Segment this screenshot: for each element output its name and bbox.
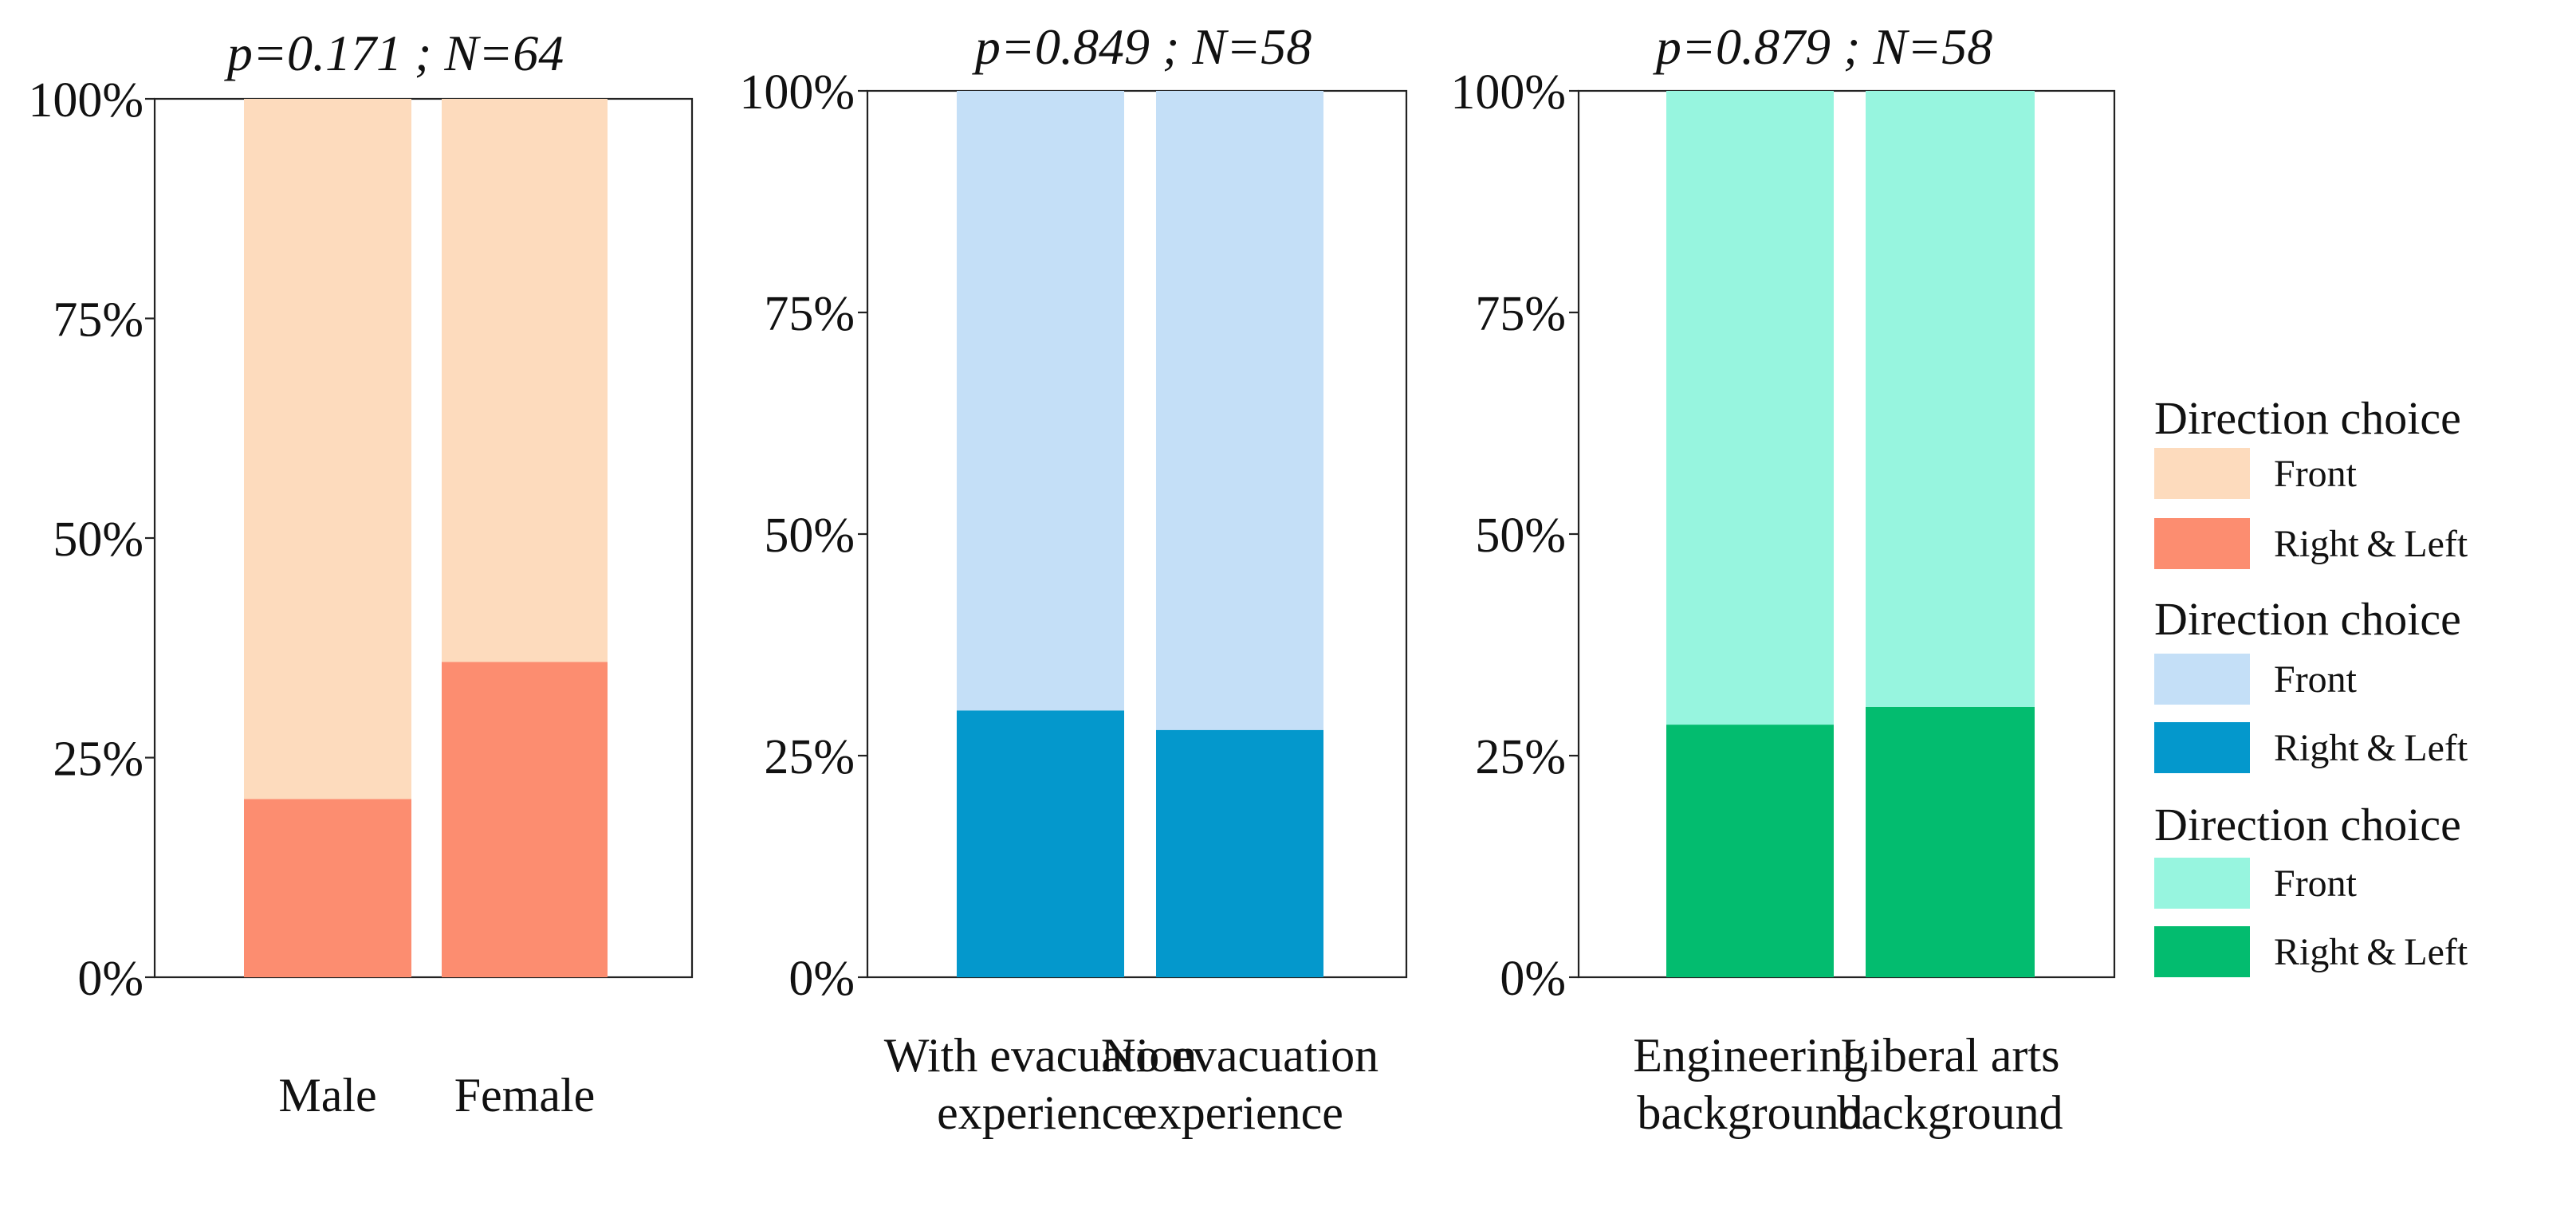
bar-segment-front-2 [1156, 91, 1323, 730]
legend-swatch [2154, 926, 2250, 977]
legend-title: Direction choice [2154, 593, 2461, 645]
bar-segment-right-left-2 [1866, 706, 2035, 977]
chart-title: p=0.171 ; N=64 [224, 25, 564, 81]
legend-swatch [2154, 654, 2250, 705]
y-tick-label: 25% [53, 733, 144, 787]
category-label: background [1837, 1086, 2063, 1139]
y-tick-label: 50% [1475, 509, 1566, 563]
chart-panel-3: 0% 25% 50% 75% 100% EngineeringbackgroundLibe… [1450, 18, 2116, 1139]
chart-title: p=0.879 ; N=58 [1653, 18, 1992, 75]
figure-content: 0% 25% 50% 75% 100% Male Female p=0.171 ; N=64 D… [28, 18, 2468, 1139]
plot-frame [866, 89, 1408, 979]
legend-3: Direction choice Front Right & Left [2154, 799, 2468, 977]
legend-label: Front [2274, 658, 2358, 701]
chart-panel-1: 0% 25% 50% 75% 100% Male Female p=0.171 ; N=64 [28, 25, 694, 1122]
legend-swatch [2154, 858, 2250, 909]
category-label: background [1637, 1086, 1862, 1139]
y-tick-label: 75% [1475, 287, 1566, 341]
y-tick-label: 50% [764, 509, 855, 563]
legend-label: Right & Left [2274, 931, 2468, 973]
legend-1: Direction choice Front Right & Left [2154, 392, 2468, 569]
y-tick-label: 100% [28, 73, 144, 128]
bar-segment-right-left-1 [244, 799, 411, 977]
plot-frame [153, 97, 694, 979]
y-tick-label: 50% [53, 513, 144, 567]
y-tick-label: 75% [53, 293, 144, 348]
bar-segment-front-1 [1666, 91, 1834, 725]
category-label: With evacuation [884, 1029, 1197, 1082]
chart-panel-2: 0% 25% 50% 75% 100% With evacuationexperience… [739, 18, 1408, 1139]
category-label: Liberal arts [1841, 1029, 2060, 1082]
chart-title: p=0.849 ; N=58 [972, 18, 1312, 75]
legend-title: Direction choice [2154, 799, 2461, 850]
y-tick-label: 75% [764, 287, 855, 341]
category-label: Female [454, 1069, 596, 1122]
legend-label: Right & Left [2274, 523, 2468, 565]
legend-2: Direction choice Front Right & Left [2154, 593, 2468, 773]
bar-segment-front-1 [957, 91, 1124, 711]
y-tick-label: 0% [789, 952, 855, 1006]
category-label: Engineering [1633, 1029, 1866, 1082]
category-label: experience [1136, 1086, 1343, 1139]
legend-label: Front [2274, 453, 2358, 495]
y-tick-label: 0% [77, 952, 144, 1006]
bar-segment-front-1 [244, 99, 411, 799]
category-label: experience [937, 1086, 1144, 1139]
bar-segment-right-left-1 [957, 710, 1124, 977]
legend-label: Front [2274, 862, 2358, 905]
y-tick-label: 25% [764, 730, 855, 784]
legend-label: Right & Left [2274, 727, 2468, 769]
bar-segment-right-left-2 [442, 662, 608, 977]
y-tick-label: 0% [1500, 952, 1566, 1006]
legend-title: Direction choice [2154, 392, 2461, 444]
bar-segment-right-left-2 [1156, 729, 1323, 977]
bar-segment-front-2 [1866, 91, 2035, 707]
bar-segment-right-left-1 [1666, 725, 1834, 977]
legend-swatch [2154, 722, 2250, 773]
y-tick-label: 100% [1450, 65, 1566, 120]
category-label: No evacuation [1101, 1029, 1378, 1082]
legend-swatch [2154, 448, 2250, 499]
y-tick-label: 100% [739, 65, 855, 120]
bar-segment-front-2 [442, 99, 608, 662]
legend-swatch [2154, 518, 2250, 569]
y-tick-label: 25% [1475, 730, 1566, 784]
category-label: Male [278, 1069, 376, 1122]
